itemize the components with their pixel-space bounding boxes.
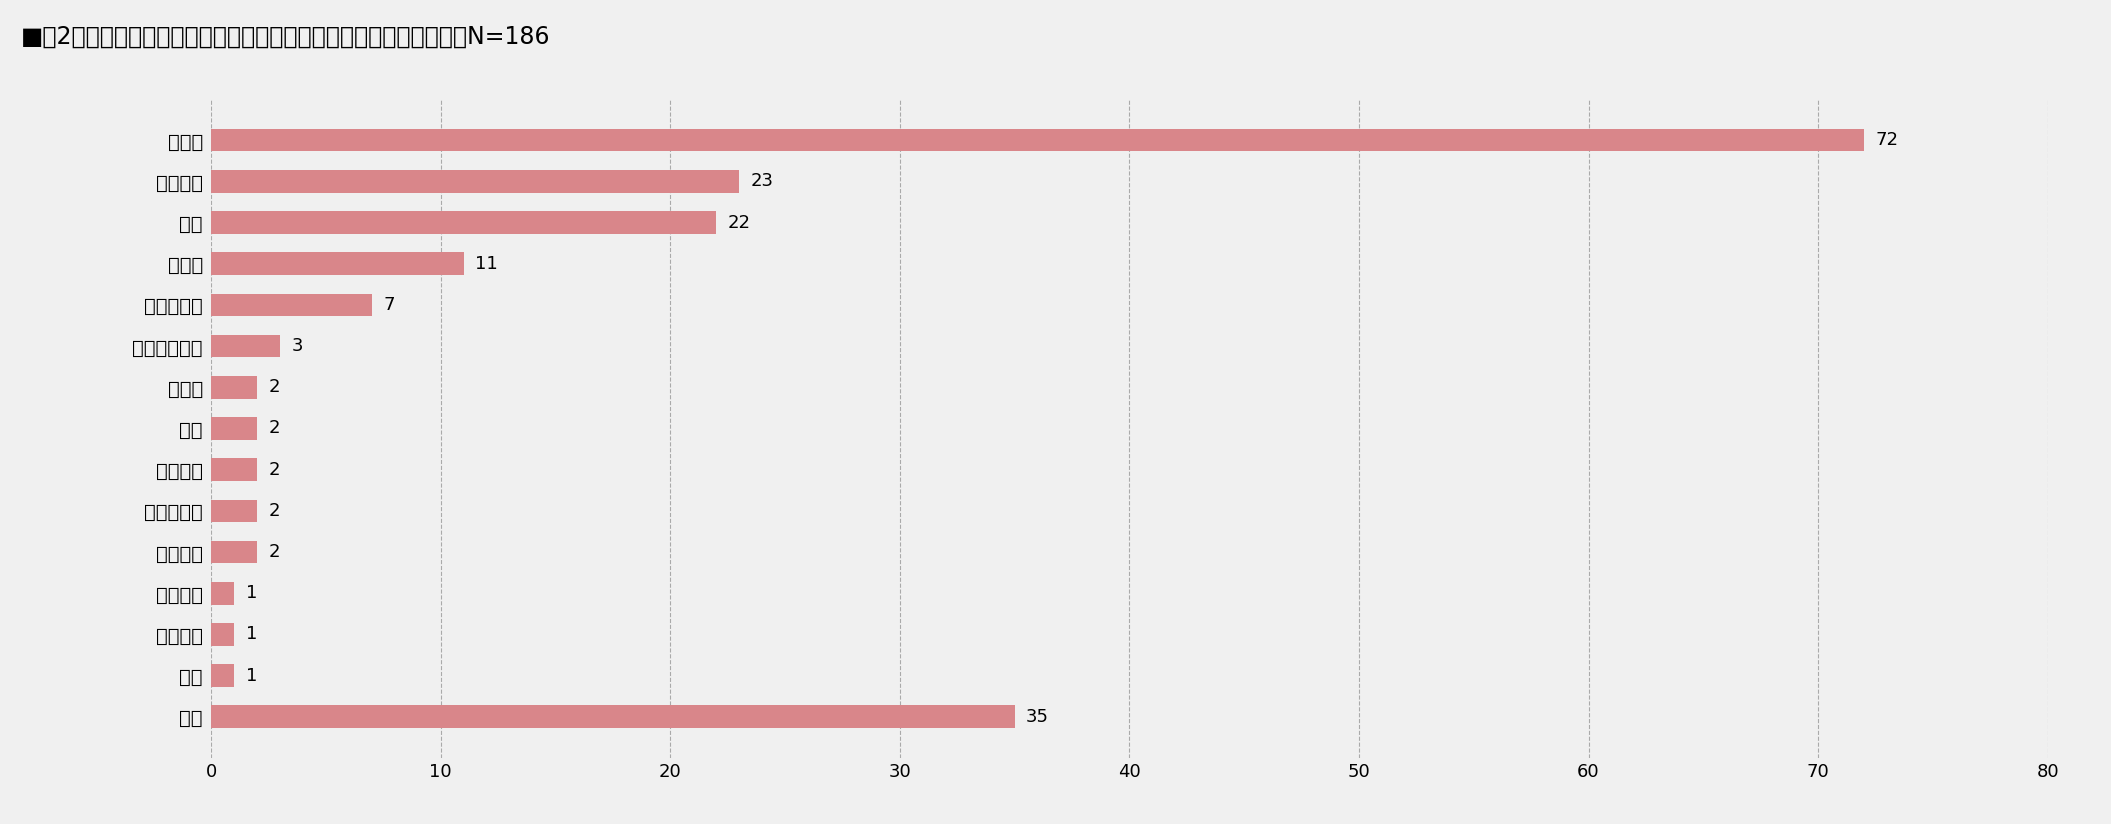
Text: 35: 35 [1026, 708, 1049, 726]
Bar [211, 252, 464, 275]
Bar [211, 129, 1864, 152]
Text: ■図2　孤立死の事例において最初に居住者の異変に気が付いた人　N=186: ■図2 孤立死の事例において最初に居住者の異変に気が付いた人 N=186 [21, 25, 551, 49]
Bar [211, 458, 258, 481]
Text: 22: 22 [728, 213, 752, 232]
Text: 2: 2 [268, 419, 281, 438]
Text: 23: 23 [752, 172, 773, 190]
Text: 1: 1 [245, 667, 258, 685]
Text: 2: 2 [268, 502, 281, 520]
Text: 2: 2 [268, 378, 281, 396]
Text: 1: 1 [245, 625, 258, 644]
Bar [211, 623, 234, 646]
Text: 72: 72 [1875, 131, 1898, 149]
Text: 2: 2 [268, 543, 281, 561]
Bar [211, 293, 372, 316]
Bar [211, 211, 716, 234]
Bar [211, 705, 1015, 728]
Bar [211, 335, 281, 358]
Text: 3: 3 [291, 337, 304, 355]
Bar [211, 170, 739, 193]
Bar [211, 417, 258, 440]
Bar [211, 664, 234, 687]
Text: 2: 2 [268, 461, 281, 479]
Bar [211, 376, 258, 399]
Bar [211, 582, 234, 605]
Text: 7: 7 [384, 296, 395, 314]
Bar [211, 541, 258, 564]
Text: 1: 1 [245, 584, 258, 602]
Text: 11: 11 [475, 255, 498, 273]
Bar [211, 499, 258, 522]
